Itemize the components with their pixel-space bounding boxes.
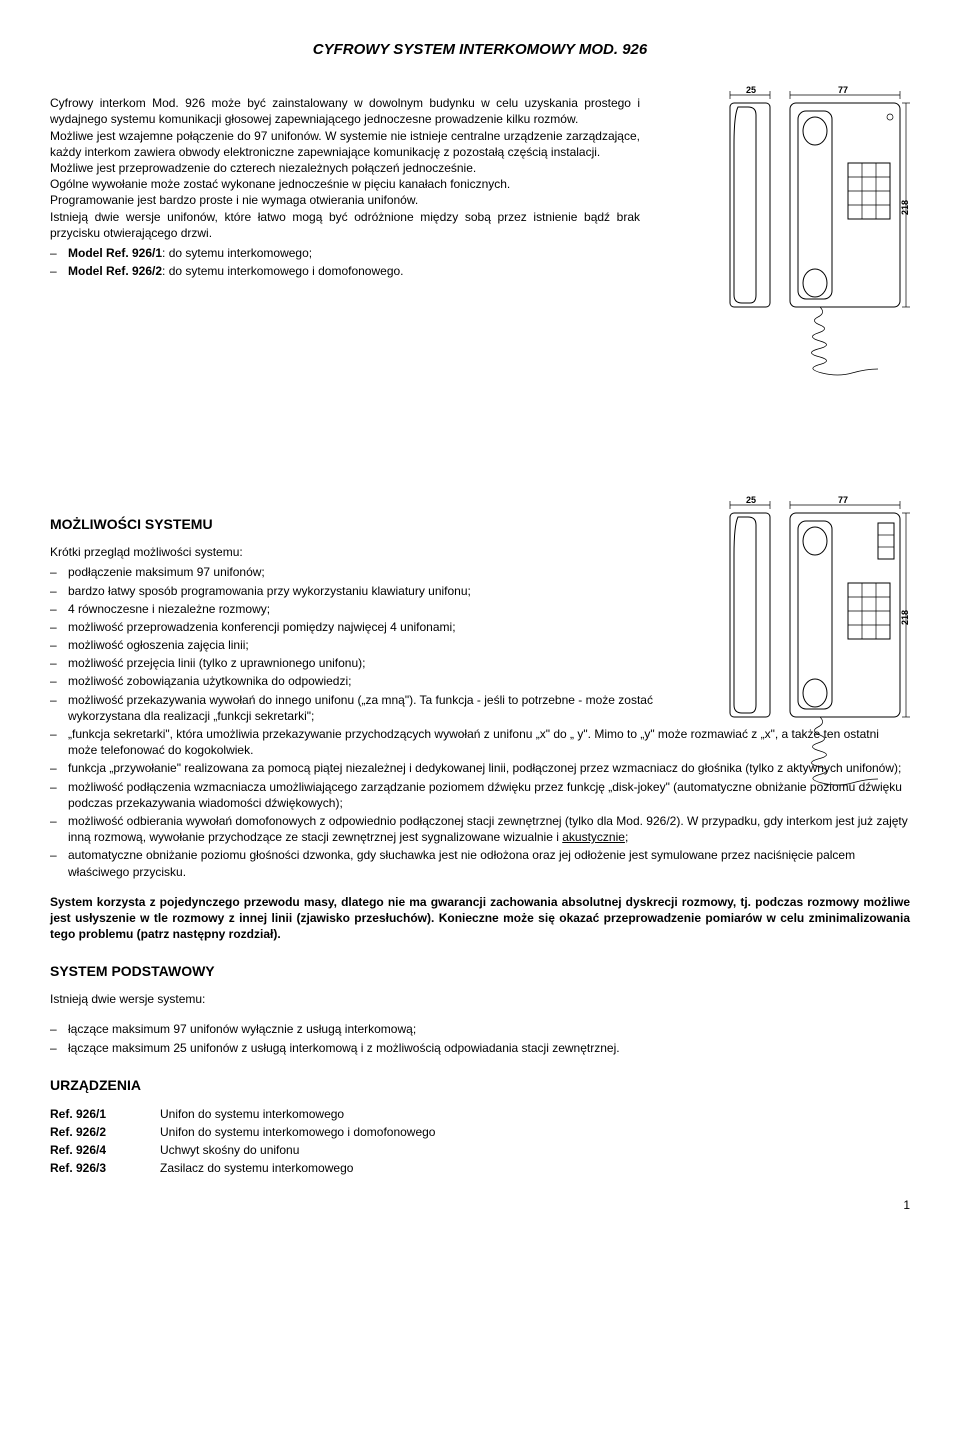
dim-label: 25 (746, 495, 756, 505)
features-section: MOŻLIWOŚCI SYSTEMU Krótki przegląd możli… (50, 515, 910, 879)
device-desc: Unifon do systemu interkomowego i domofo… (160, 1123, 445, 1141)
list-item: możliwość podłączenia wzmacniacza umożli… (50, 779, 910, 811)
table-row: Ref. 926/4Uchwyt skośny do unifonu (50, 1141, 445, 1159)
features-lead: Krótki przegląd możliwości systemu: (50, 544, 910, 560)
model-ref: Model Ref. 926/1 (68, 246, 162, 260)
intro-p1: Cyfrowy interkom Mod. 926 może być zains… (50, 96, 640, 126)
device-desc: Uchwyt skośny do unifonu (160, 1141, 445, 1159)
basic-lead: Istnieją dwie wersje systemu: (50, 991, 910, 1007)
model-ref: Model Ref. 926/2 (68, 264, 162, 278)
basic-heading: SYSTEM PODSTAWOWY (50, 962, 910, 981)
list-item: Model Ref. 926/2: do sytemu interkomoweg… (50, 263, 640, 279)
intro-p6: Istnieją dwie wersje unifonów, które łat… (50, 210, 640, 240)
dim-label: 77 (838, 85, 848, 95)
table-row: Ref. 926/2Unifon do systemu interkomoweg… (50, 1123, 445, 1141)
list-item: 4 równoczesne i niezależne rozmowy; (50, 601, 658, 617)
devices-table: Ref. 926/1Unifon do systemu interkomoweg… (50, 1105, 445, 1178)
list-item: „funkcja sekretarki", która umożliwia pr… (50, 726, 910, 758)
table-row: Ref. 926/3Zasilacz do systemu interkomow… (50, 1159, 445, 1177)
device-desc: Unifon do systemu interkomowego (160, 1105, 445, 1123)
document-title: CYFROWY SYSTEM INTERKOMOWY MOD. 926 (50, 40, 910, 60)
list-item: łączące maksimum 97 unifonów wyłącznie z… (50, 1021, 910, 1037)
intro-text: Cyfrowy interkom Mod. 926 może być zains… (50, 95, 640, 279)
list-item: Model Ref. 926/1: do sytemu interkomoweg… (50, 245, 640, 261)
list-item: możliwość odbierania wywołań domofonowyc… (50, 813, 910, 845)
discretion-note: System korzysta z pojedynczego przewodu … (50, 894, 910, 943)
list-item: funkcja „przywołanie" realizowana za pom… (50, 760, 910, 776)
model-desc: : do sytemu interkomowego; (162, 246, 312, 260)
list-item: bardzo łatwy sposób programowania przy w… (50, 583, 658, 599)
features-list: podłączenie maksimum 97 unifonów; bardzo … (50, 564, 910, 879)
list-item: możliwość przekazywania wywołań do inneg… (50, 692, 658, 724)
basic-list: łączące maksimum 97 unifonów wyłącznie z… (50, 1021, 910, 1055)
features-heading: MOŻLIWOŚCI SYSTEMU (50, 515, 910, 534)
devices-heading: URZĄDZENIA (50, 1076, 910, 1095)
intro-p3: Możliwe jest przeprowadzenie do czterech… (50, 161, 476, 175)
list-item: podłączenie maksimum 97 unifonów; (50, 564, 658, 580)
device-diagram-top: 25 77 218 (720, 85, 910, 385)
intro-section: Cyfrowy interkom Mod. 926 może być zains… (50, 95, 910, 395)
list-item: automatyczne obniżanie poziomu głośności… (50, 847, 910, 879)
dim-label: 218 (900, 200, 910, 215)
list-item: możliwość przeprowadzenia konferencji po… (50, 619, 658, 635)
intro-p2: Możliwe jest wzajemne połączenie do 97 u… (50, 129, 640, 159)
intro-p4: Ogólne wywołanie może zostać wykonane je… (50, 177, 510, 191)
dim-label: 25 (746, 85, 756, 95)
device-desc: Zasilacz do systemu interkomowego (160, 1159, 445, 1177)
device-ref: Ref. 926/4 (50, 1141, 160, 1159)
intro-p5: Programowanie jest bardzo proste i nie w… (50, 193, 418, 207)
device-ref: Ref. 926/3 (50, 1159, 160, 1177)
table-row: Ref. 926/1Unifon do systemu interkomoweg… (50, 1105, 445, 1123)
list-item: możliwość zobowiązania użytkownika do od… (50, 673, 658, 689)
list-item: łączące maksimum 25 unifonów z usługą in… (50, 1040, 910, 1056)
device-ref: Ref. 926/1 (50, 1105, 160, 1123)
model-list: Model Ref. 926/1: do sytemu interkomoweg… (50, 245, 640, 279)
page-number: 1 (50, 1197, 910, 1213)
dim-label: 77 (838, 495, 848, 505)
device-ref: Ref. 926/2 (50, 1123, 160, 1141)
list-item: możliwość przejęcia linii (tylko z upraw… (50, 655, 658, 671)
list-item: możliwość ogłoszenia zajęcia linii; (50, 637, 658, 653)
model-desc: : do sytemu interkomowego i domofonowego… (162, 264, 403, 278)
